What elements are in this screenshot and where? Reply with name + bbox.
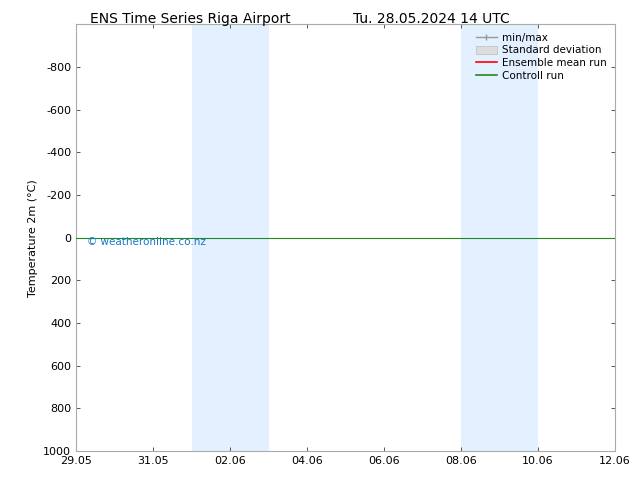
Legend: min/max, Standard deviation, Ensemble mean run, Controll run: min/max, Standard deviation, Ensemble me… — [473, 30, 610, 84]
Text: ENS Time Series Riga Airport: ENS Time Series Riga Airport — [90, 12, 290, 26]
Text: © weatheronline.co.nz: © weatheronline.co.nz — [87, 237, 205, 247]
Bar — [461, 24, 538, 451]
Y-axis label: Temperature 2m (°C): Temperature 2m (°C) — [28, 179, 37, 296]
Bar — [191, 24, 269, 451]
Text: Tu. 28.05.2024 14 UTC: Tu. 28.05.2024 14 UTC — [353, 12, 510, 26]
